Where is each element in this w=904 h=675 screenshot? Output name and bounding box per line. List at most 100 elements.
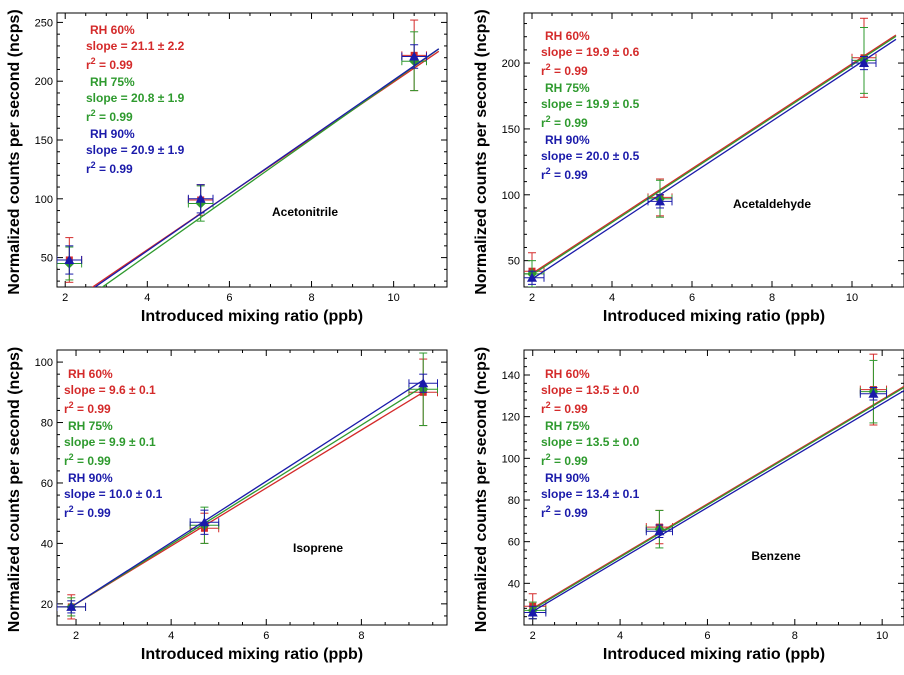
y-tick-label: 60 <box>508 537 520 549</box>
x-tick-label: 8 <box>792 630 798 642</box>
fit-line <box>532 385 904 609</box>
y-tick-label: 200 <box>35 76 53 88</box>
data-point-triangle <box>64 254 75 264</box>
y-tick-label: 20 <box>41 599 53 611</box>
data-point-triangle <box>418 378 429 388</box>
x-tick-label: 2 <box>529 292 535 304</box>
y-axis-title: Normalized counts per second (ncps) <box>6 347 23 632</box>
y-tick-label: 100 <box>35 194 53 206</box>
annotation-r2: r2 = 0.99 <box>541 400 588 416</box>
x-axis-title: Introduced mixing ratio (ppb) <box>603 308 825 325</box>
y-tick-label: 50 <box>508 256 520 268</box>
fit-line <box>70 385 424 608</box>
fit-line <box>101 48 440 287</box>
data-layer <box>524 353 904 620</box>
annotation-rh: RH 90% <box>545 133 590 147</box>
data-layer <box>524 17 897 287</box>
annotation-slope: slope = 9.9 ± 0.1 <box>64 435 156 449</box>
y-tick-label: 80 <box>41 418 53 430</box>
x-tick-label: 10 <box>846 292 858 304</box>
y-tick-label: 120 <box>502 412 520 424</box>
panel-isoprene: 2 4 6 8 20 40 60 80 100 Introduced mixing ratio (… <box>6 347 448 663</box>
compound-label: Acetaldehyde <box>733 197 811 211</box>
fit-line <box>531 38 897 280</box>
fit-line <box>531 34 897 275</box>
annotation-r2: r2 = 0.99 <box>541 452 588 468</box>
annotation-r2-value: 0.99 <box>564 116 588 130</box>
annotation-r2: r2 = 0.99 <box>86 108 133 124</box>
data-layer <box>57 19 440 287</box>
annotation-r2-value: 0.99 <box>87 454 111 468</box>
annotation-rh: RH 75% <box>545 81 590 95</box>
annotation-r2: r2 = 0.99 <box>541 62 588 78</box>
annotation-rh: RH 75% <box>545 419 590 433</box>
annotation-slope: slope = 13.4 ± 0.1 <box>541 487 640 501</box>
data-point-triangle <box>859 58 869 68</box>
annotation-slope: slope = 10.0 ± 0.1 <box>64 487 163 501</box>
series-rh90 <box>57 373 438 614</box>
x-tick-label: 8 <box>358 630 364 642</box>
y-axis-title: Normalized counts per second (ncps) <box>473 347 490 632</box>
annotation-rh: RH 90% <box>90 127 135 141</box>
x-axis-title: Introduced mixing ratio (ppb) <box>141 308 363 325</box>
y-axis-title: Normalized counts per second (ncps) <box>473 9 490 294</box>
x-tick-label: 2 <box>530 630 536 642</box>
y-tick-label: 140 <box>502 370 520 382</box>
plot-frame <box>523 349 904 626</box>
y-tick-label: 100 <box>35 357 53 369</box>
annotation-r2: r2 = 0.99 <box>64 452 111 468</box>
data-point-triangle <box>527 272 537 282</box>
x-axis-title: Introduced mixing ratio (ppb) <box>141 646 363 663</box>
annotation-rh: RH 60% <box>90 23 135 37</box>
annotation-rh: RH 90% <box>545 471 590 485</box>
annotation-r2: r2 = 0.99 <box>86 56 133 72</box>
fit-line <box>531 35 897 276</box>
annotation-r2: r2 = 0.99 <box>64 400 111 416</box>
data-point-triangle <box>409 51 420 61</box>
x-tick-label: 6 <box>704 630 710 642</box>
x-tick-label: 8 <box>769 292 775 304</box>
annotation-slope: slope = 19.9 ± 0.6 <box>541 45 640 59</box>
annotation-r2-value: 0.99 <box>564 506 588 520</box>
y-tick-label: 60 <box>41 478 53 490</box>
annotation-r2-value: 0.99 <box>564 168 588 182</box>
annotation-r2-value: 0.99 <box>564 64 588 78</box>
x-tick-label: 6 <box>689 292 695 304</box>
annotation-slope: slope = 19.9 ± 0.5 <box>541 97 640 111</box>
annotation-rh: RH 90% <box>68 471 113 485</box>
annotation-r2: r2 = 0.99 <box>541 114 588 130</box>
x-tick-label: 8 <box>308 292 314 304</box>
fit-line <box>93 48 440 287</box>
annotation-rh: RH 60% <box>545 367 590 381</box>
panel-acetonitrile: 2 4 6 8 10 50 100 150 200 250 Introduced mixing ra… <box>6 9 448 325</box>
fit-line <box>532 390 904 613</box>
y-tick-label: 200 <box>502 58 520 70</box>
plot-frame <box>56 349 448 626</box>
annotation-r2-value: 0.99 <box>87 402 111 416</box>
plot-frame <box>56 12 448 288</box>
y-tick-label: 100 <box>502 453 520 465</box>
x-tick-label: 10 <box>388 292 400 304</box>
y-tick-label: 100 <box>502 190 520 202</box>
y-tick-label: 80 <box>508 495 520 507</box>
panel-benzene: 2 4 6 8 10 40 60 80 100 120 140 Introduced mixing r… <box>473 347 904 663</box>
data-point-triangle <box>868 388 879 398</box>
x-tick-label: 4 <box>617 630 623 642</box>
annotation-slope: slope = 13.5 ± 0.0 <box>541 435 640 449</box>
y-axis-title: Normalized counts per second (ncps) <box>6 9 23 294</box>
annotation-r2-value: 0.99 <box>109 162 133 176</box>
annotation-rh: RH 75% <box>90 75 135 89</box>
x-tick-label: 2 <box>62 292 68 304</box>
fit-line <box>532 386 904 610</box>
annotation-slope: slope = 13.5 ± 0.0 <box>541 383 640 397</box>
y-tick-label: 150 <box>502 124 520 136</box>
annotation-r2: r2 = 0.99 <box>541 166 588 182</box>
x-axis-title: Introduced mixing ratio (ppb) <box>603 646 825 663</box>
fit-line <box>70 379 424 608</box>
data-point-triangle <box>195 193 206 203</box>
series-rh90 <box>524 38 897 285</box>
annotation-slope: slope = 9.6 ± 0.1 <box>64 383 156 397</box>
data-layer <box>57 352 438 620</box>
data-point-triangle <box>66 601 77 611</box>
series-rh90 <box>524 387 904 620</box>
